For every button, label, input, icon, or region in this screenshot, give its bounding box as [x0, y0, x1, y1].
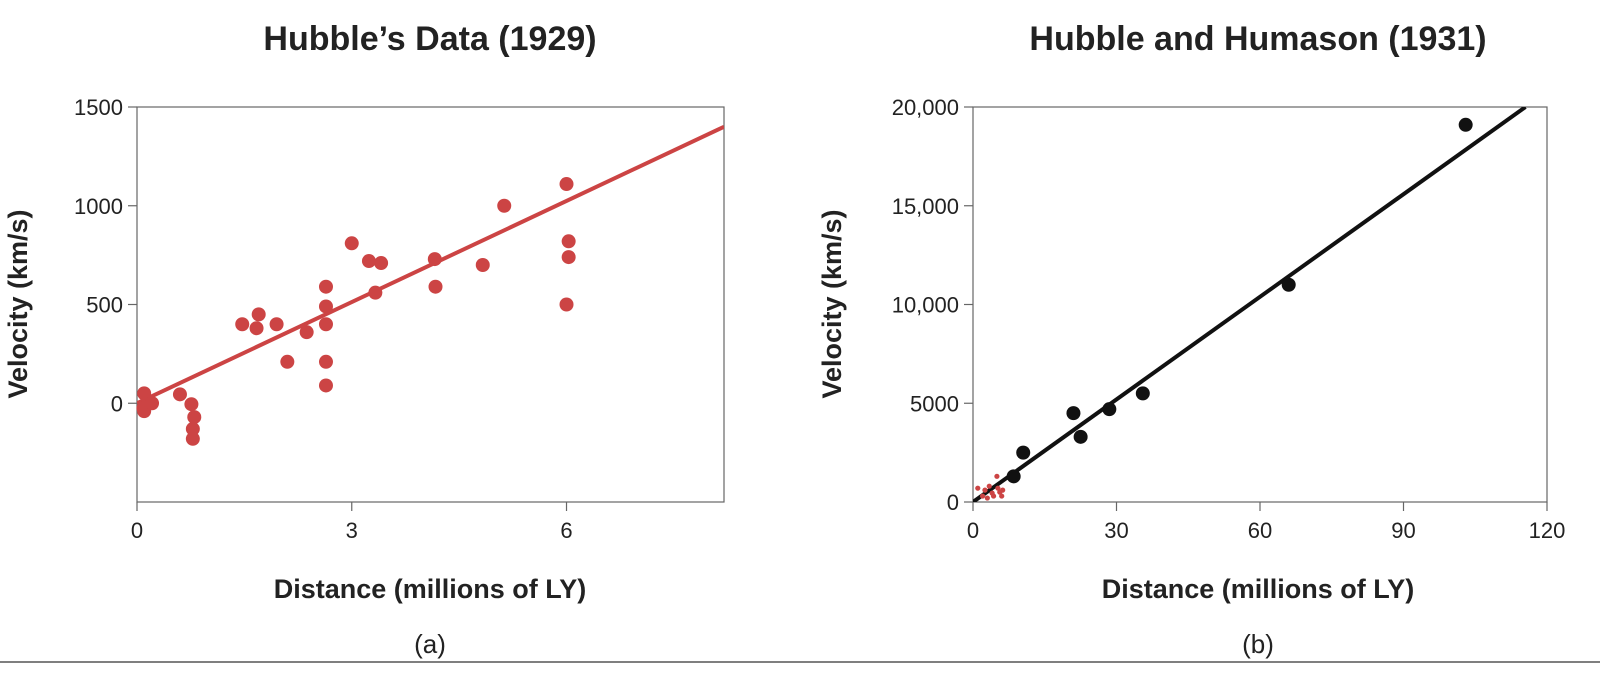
- panel-a-data-point: [318, 378, 333, 393]
- panel-b-fit-line: [973, 107, 1527, 502]
- panel-b-caption: (b): [1242, 629, 1274, 659]
- panel-b-data-point: [1458, 117, 1473, 132]
- panel-b-y-axis-label: Velocity (km/s): [817, 209, 847, 398]
- panel-a-data-point: [299, 325, 314, 340]
- panel-a-data-point: [185, 431, 200, 446]
- panel-b-small-point: [986, 483, 992, 489]
- panel-a-data-point: [561, 234, 576, 249]
- panel-a-data-point: [561, 250, 576, 265]
- panel-b-hubble-humason-1931: Hubble and Humason (1931) 0 30 60 90 120 0 500…: [817, 20, 1565, 659]
- panel-b-title: Hubble and Humason (1931): [1029, 20, 1486, 58]
- panel-a-caption: (a): [414, 629, 446, 659]
- panel-b-data-point: [1066, 406, 1081, 421]
- panel-a-points: [136, 177, 576, 446]
- panel-a-data-point: [559, 177, 574, 192]
- panel-b-y-tick-label: 20,000: [892, 95, 959, 120]
- panel-a-x-tick-label: 3: [346, 518, 358, 543]
- panel-a-data-point: [368, 285, 383, 300]
- panel-b-small-point: [979, 493, 986, 499]
- panel-b-ticks: 0 30 60 90 120 0 5000 10,000 15,000 20,000: [892, 95, 1566, 543]
- panel-a-data-point: [251, 307, 266, 322]
- panel-b-data-point: [1135, 386, 1150, 401]
- panel-b-data-point: [1281, 277, 1296, 292]
- panel-a-fit-line-group: [137, 124, 724, 406]
- panel-b-x-tick-label: 120: [1529, 518, 1566, 543]
- panel-b-y-tick-label: 10,000: [892, 293, 959, 318]
- panel-a-data-point: [497, 198, 512, 213]
- panel-a-data-point: [235, 317, 250, 332]
- panel-a-data-point: [184, 397, 199, 412]
- panel-a-data-point: [187, 410, 202, 425]
- panel-a-data-point: [428, 279, 443, 294]
- panel-a-data-point: [172, 387, 187, 402]
- panel-a-data-point: [269, 317, 284, 332]
- panel-b-small-point: [990, 493, 997, 499]
- panel-b-x-axis-label: Distance (millions of LY): [1102, 574, 1415, 604]
- panel-a-y-tick-label: 0: [111, 391, 123, 416]
- panel-b-x-tick-label: 90: [1391, 518, 1415, 543]
- panel-b-y-tick-label: 0: [947, 490, 959, 515]
- panel-a-data-point: [427, 252, 442, 267]
- panel-b-small-point: [999, 493, 1005, 499]
- panel-a-data-point: [145, 396, 160, 411]
- panel-b-small-point: [984, 495, 990, 501]
- panel-b-small-point: [995, 485, 1001, 491]
- panel-a-y-tick-label: 1000: [74, 194, 123, 219]
- panel-b-data-point: [1016, 445, 1031, 460]
- panel-a-data-point: [185, 421, 200, 436]
- panel-a-x-tick-label: 0: [131, 518, 143, 543]
- panel-a-y-tick-label: 1500: [74, 95, 123, 120]
- panel-b-small-point: [982, 487, 988, 493]
- panel-b-data-point: [1073, 429, 1088, 444]
- panel-a-data-point: [318, 317, 333, 332]
- panel-b-data-point: [1006, 469, 1021, 484]
- panel-a-title: Hubble’s Data (1929): [263, 20, 596, 58]
- panel-a-data-point: [374, 256, 389, 271]
- panel-a-data-point: [344, 236, 359, 251]
- panel-b-small-points: [975, 473, 1006, 501]
- panel-a-data-point: [318, 279, 333, 294]
- panel-a-hubble-1929: Hubble’s Data (1929) 0 3 6 0 500 1000 1500 Dis…: [3, 20, 725, 659]
- panel-a-ticks: 0 3 6 0 500 1000 1500: [74, 95, 573, 543]
- panel-a-x-axis-label: Distance (millions of LY): [274, 574, 587, 604]
- panel-b-fit-line-group: [973, 107, 1527, 502]
- panel-b-small-point: [1000, 487, 1006, 493]
- panel-b-y-tick-label: 15,000: [892, 194, 959, 219]
- panel-a-y-axis-label: Velocity (km/s): [3, 209, 33, 398]
- panel-a-data-point: [559, 297, 574, 312]
- panel-b-x-tick-label: 60: [1248, 518, 1272, 543]
- panel-b-small-point: [975, 485, 981, 491]
- panel-a-data-point: [475, 258, 490, 272]
- panel-a-data-point: [318, 299, 333, 314]
- panel-b-data-point: [1102, 402, 1117, 417]
- panel-a-data-point: [137, 386, 152, 401]
- panel-a-data-point: [361, 254, 376, 269]
- panel-b-points: [1006, 117, 1473, 484]
- panel-a-data-point: [318, 354, 333, 369]
- panel-b-small-point: [994, 473, 1000, 479]
- panel-b-x-tick-label: 30: [1104, 518, 1128, 543]
- panel-a-x-tick-label: 6: [560, 518, 572, 543]
- panel-a-y-tick-label: 500: [86, 293, 123, 318]
- panel-b-x-tick-label: 0: [967, 518, 979, 543]
- panel-a-data-point: [249, 321, 264, 336]
- panel-b-y-tick-label: 5000: [910, 391, 959, 416]
- panel-a-data-point: [280, 354, 295, 369]
- panel-a-fit-line: [137, 124, 724, 406]
